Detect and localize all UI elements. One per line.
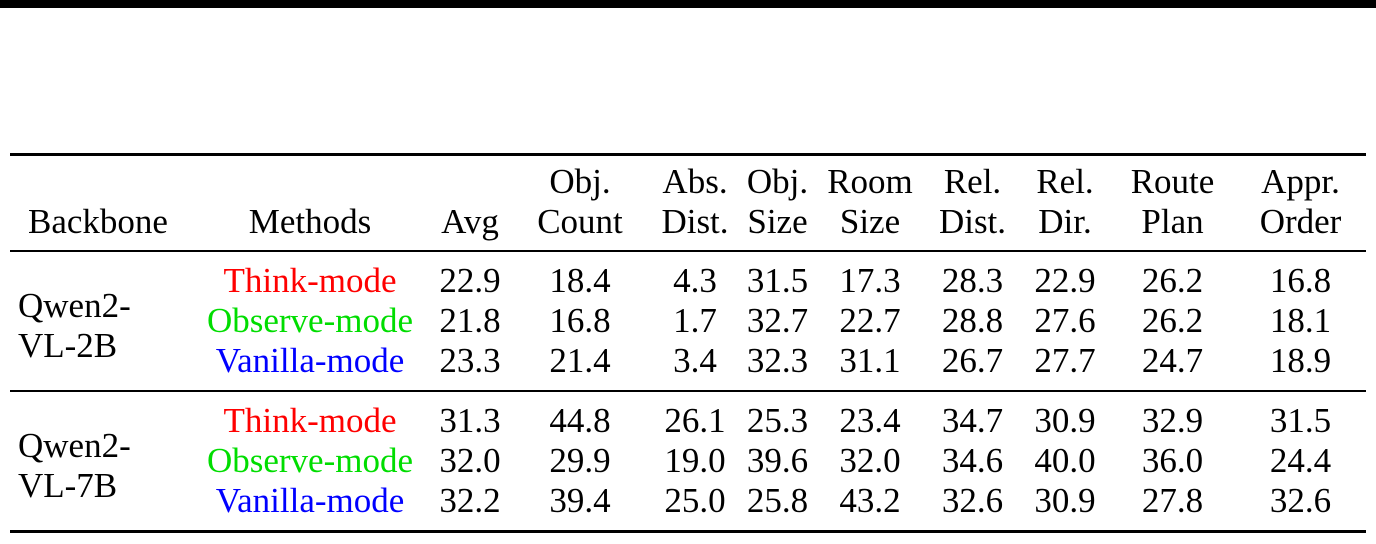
cell-backbone: Qwen2- VL-7B — [18, 425, 131, 505]
table-row: Observe-mode 21.8 16.8 1.7 32.7 22.7 28.… — [10, 301, 1366, 341]
column-header-route-plan: Route Plan — [1130, 162, 1215, 241]
cell-room-size: 23.4 — [839, 401, 901, 440]
cell-method: Vanilla-mode — [215, 481, 405, 520]
cell-room-size: 43.2 — [839, 481, 901, 520]
cell-avg: 31.3 — [439, 401, 501, 440]
cell-route-plan: 26.2 — [1141, 261, 1204, 300]
results-table-container: Backbone Methods Avg Obj. Count Abs. Dist.… — [10, 153, 1366, 533]
cell-rel-dir: 27.6 — [1034, 301, 1096, 340]
column-header-rel-dist: Rel. Dist. — [938, 162, 1007, 241]
table-row: Vanilla-mode 32.2 39.4 25.0 25.8 43.2 32… — [10, 481, 1366, 532]
cell-avg: 23.3 — [439, 341, 501, 380]
cell-abs-dist: 1.7 — [673, 301, 717, 340]
cell-obj-count: 16.8 — [549, 301, 611, 340]
table-header: Backbone Methods Avg Obj. Count Abs. Dist.… — [10, 155, 1366, 251]
column-header-obj-count: Obj. Count — [537, 162, 623, 241]
cell-backbone: Qwen2- VL-2B — [18, 285, 131, 365]
results-table: Backbone Methods Avg Obj. Count Abs. Dist.… — [10, 153, 1366, 533]
cell-rel-dir: 27.7 — [1034, 341, 1096, 380]
cell-obj-count: 44.8 — [549, 401, 611, 440]
column-header-appr-order: Appr. Order — [1259, 162, 1342, 241]
table-row: Qwen2- VL-7B Think-mode 31.3 44.8 26.1 2… — [10, 391, 1366, 505]
cell-method: Observe-mode — [206, 301, 414, 340]
column-header-obj-size: Obj. Size — [746, 162, 809, 241]
cell-avg: 21.8 — [439, 301, 501, 340]
cell-avg: 32.0 — [439, 441, 501, 480]
cell-appr-order: 16.8 — [1269, 261, 1332, 300]
cell-obj-count: 18.4 — [549, 261, 611, 300]
cell-method: Think-mode — [223, 261, 397, 300]
column-header-room-size: Room Size — [827, 162, 913, 241]
cell-rel-dist: 26.7 — [941, 341, 1004, 380]
backbone-group-qwen2-vl-7b: Qwen2- VL-7B Think-mode 31.3 44.8 26.1 2… — [10, 391, 1366, 532]
cell-obj-size: 32.3 — [746, 341, 809, 380]
cell-room-size: 17.3 — [839, 261, 901, 300]
cell-rel-dir: 30.9 — [1034, 481, 1096, 520]
cell-room-size: 31.1 — [839, 341, 901, 380]
cell-obj-size: 39.6 — [746, 441, 809, 480]
cell-obj-size: 25.8 — [746, 481, 809, 520]
cell-rel-dir: 40.0 — [1034, 441, 1096, 480]
cell-appr-order: 31.5 — [1269, 401, 1332, 440]
cell-route-plan: 26.2 — [1141, 301, 1204, 340]
cell-abs-dist: 26.1 — [664, 401, 726, 440]
cell-rel-dist: 34.6 — [941, 441, 1004, 480]
page-top-edge-bar — [0, 0, 1376, 8]
column-header-rel-dir: Rel. Dir. — [1036, 162, 1094, 241]
table-row: Qwen2- VL-2B Think-mode 22.9 18.4 4.3 31… — [10, 251, 1366, 365]
cell-rel-dist: 34.7 — [941, 401, 1004, 440]
cell-route-plan: 36.0 — [1141, 441, 1204, 480]
cell-rel-dir: 22.9 — [1034, 261, 1096, 300]
cell-abs-dist: 25.0 — [664, 481, 726, 520]
cell-avg: 22.9 — [439, 261, 501, 300]
table-row: Observe-mode 32.0 29.9 19.0 39.6 32.0 34… — [10, 441, 1366, 481]
cell-avg: 32.2 — [439, 481, 501, 520]
cell-method: Think-mode — [223, 401, 397, 440]
column-header-abs-dist: Abs. Dist. — [661, 162, 729, 241]
cell-obj-size: 31.5 — [746, 261, 809, 300]
cell-rel-dist: 28.8 — [941, 301, 1004, 340]
column-header-avg: Avg — [441, 202, 499, 241]
cell-obj-size: 25.3 — [746, 401, 809, 440]
cell-rel-dist: 32.6 — [941, 481, 1004, 520]
cell-abs-dist: 19.0 — [664, 441, 726, 480]
cell-obj-count: 29.9 — [549, 441, 611, 480]
cell-obj-count: 21.4 — [549, 341, 611, 380]
cell-appr-order: 24.4 — [1269, 441, 1332, 480]
column-header-backbone: Backbone — [28, 202, 168, 241]
backbone-group-qwen2-vl-2b: Qwen2- VL-2B Think-mode 22.9 18.4 4.3 31… — [10, 251, 1366, 391]
cell-method: Observe-mode — [206, 441, 414, 480]
cell-route-plan: 27.8 — [1141, 481, 1204, 520]
column-header-methods: Methods — [248, 202, 372, 241]
cell-appr-order: 32.6 — [1269, 481, 1332, 520]
cell-rel-dist: 28.3 — [941, 261, 1004, 300]
cell-rel-dir: 30.9 — [1034, 401, 1096, 440]
cell-abs-dist: 4.3 — [673, 261, 717, 300]
cell-route-plan: 32.9 — [1141, 401, 1204, 440]
cell-route-plan: 24.7 — [1141, 341, 1204, 380]
cell-obj-size: 32.7 — [746, 301, 809, 340]
cell-room-size: 22.7 — [839, 301, 901, 340]
cell-room-size: 32.0 — [839, 441, 901, 480]
table-row: Vanilla-mode 23.3 21.4 3.4 32.3 31.1 26.… — [10, 341, 1366, 391]
cell-abs-dist: 3.4 — [673, 341, 717, 380]
table-header-row: Backbone Methods Avg Obj. Count Abs. Dist.… — [10, 155, 1366, 251]
cell-appr-order: 18.1 — [1269, 301, 1332, 340]
cell-appr-order: 18.9 — [1269, 341, 1332, 380]
cell-method: Vanilla-mode — [215, 341, 405, 380]
cell-obj-count: 39.4 — [549, 481, 611, 520]
